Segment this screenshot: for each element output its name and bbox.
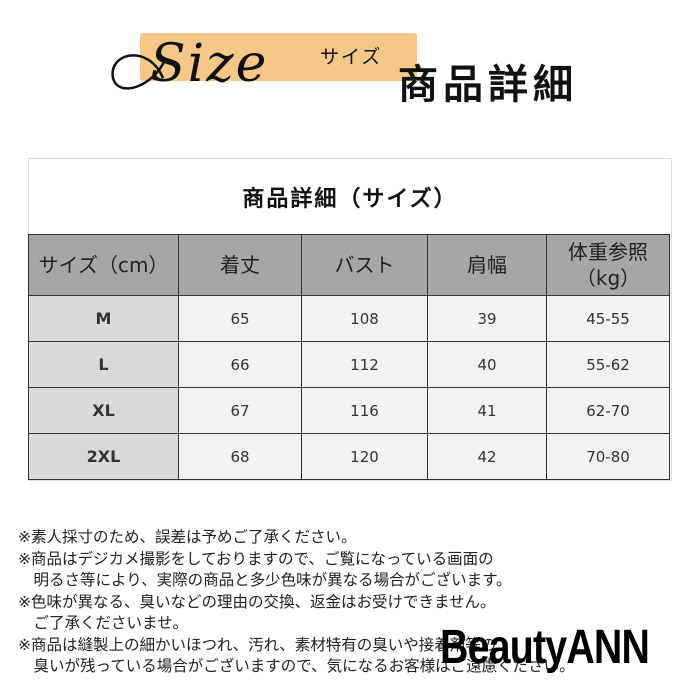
note-line: ご了承くださいませ。 [18,614,189,632]
note-line: 臭いが残っている場合がございますので、気になるお客様はご遠慮ください。 [18,657,575,675]
size-label-cell: XL [28,387,179,434]
table-row: L 66 112 40 55-62 [28,341,671,388]
table-cell: 112 [301,341,428,388]
notes: ※素人採寸のため、誤差は予めご了承ください。 ※商品はデジカメ撮影をしております… [18,527,575,678]
column-header: 体重参照 （kg） [546,234,670,296]
note-line: ※色味が異なる、臭いなどの理由の交換、返金はお受けできません。 [18,592,496,611]
table-row: XL 67 116 41 62-70 [28,387,671,434]
table-header-row: サイズ（cm） 着丈 バスト 肩幅 体重参照 （kg） [28,234,671,296]
table-cell: 39 [427,295,547,342]
table-cell: 42 [427,433,547,480]
note-line: ※素人採寸のため、誤差は予めご了承ください。 [18,528,357,546]
table-cell: 120 [301,433,428,480]
table-cell: 62-70 [546,387,670,434]
watermark-logo: BeautyANN [440,621,650,674]
note-line: ※商品は縫製上の細かいほつれ、汚れ、素材特有の臭いや接着剤等の [18,635,497,654]
table-row: 2XL 68 120 42 70-80 [28,433,671,480]
page-title: 商品詳細 [398,61,578,108]
table-cell: 67 [178,387,302,434]
table-row: M 65 108 39 45-55 [28,295,671,342]
note-line: ※商品はデジカメ撮影をしておりますので、ご覧になっている画面の [18,549,494,568]
table-cell: 116 [301,387,428,434]
column-header: 肩幅 [427,234,547,296]
table-cell: 45-55 [546,295,670,342]
size-script-title: Size [150,34,269,94]
table-title: 商品詳細（サイズ） [29,159,671,235]
size-kana: サイズ [320,46,383,68]
title-highlight [140,33,417,81]
table-cell: 108 [301,295,428,342]
swirl-ornament-icon [111,54,168,90]
column-header: バスト [301,234,428,296]
table-cell: 66 [178,341,302,388]
table-cell: 55-62 [546,341,670,388]
size-label-cell: 2XL [28,433,179,480]
column-header: サイズ（cm） [28,234,179,296]
table-cell: 40 [427,341,547,388]
size-label-cell: L [28,341,179,388]
table-cell: 41 [427,387,547,434]
table-cell: 68 [178,433,302,480]
table-cell: 70-80 [546,433,670,480]
note-line: 明るさ等により、実際の商品と多少色味が異なる場合がございます。 [18,571,512,589]
column-header: 着丈 [178,234,302,296]
table-cell: 65 [178,295,302,342]
size-label-cell: M [28,295,179,342]
